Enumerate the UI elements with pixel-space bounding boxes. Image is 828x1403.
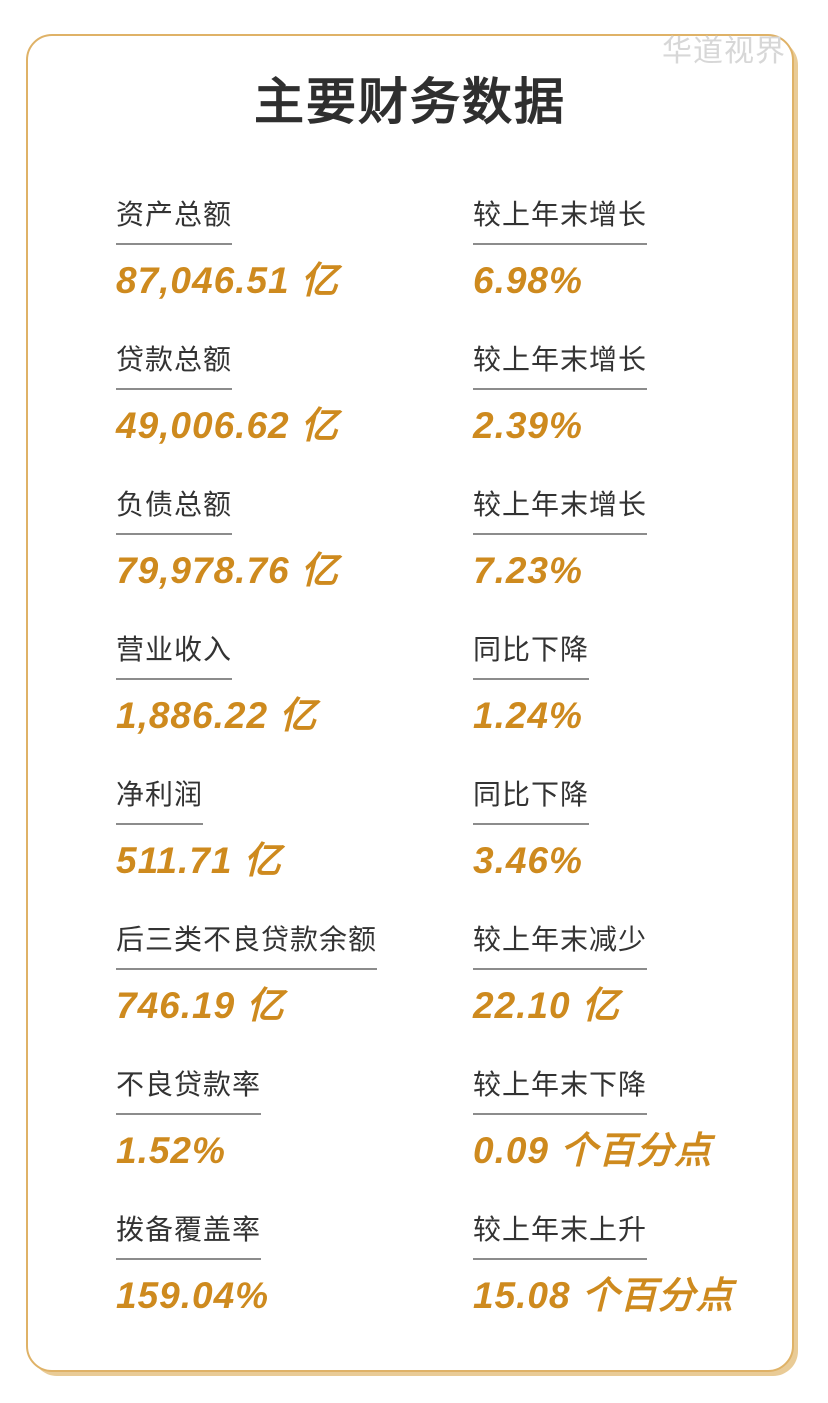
- change-label: 较上年末下降: [473, 1068, 648, 1115]
- change-label: 较上年末上升: [473, 1213, 648, 1260]
- change-value: 22.10 亿: [473, 985, 620, 1026]
- metric-value: 746.19 亿: [116, 985, 285, 1026]
- metric-value: 1.52%: [116, 1130, 226, 1171]
- change-label: 较上年末减少: [473, 923, 648, 970]
- page-title: 主要财务数据: [254, 74, 566, 130]
- metric-row-provision-coverage: 拨备覆盖率 159.04% 较上年末上升 15.08 个百分点: [116, 1213, 762, 1317]
- metrics-list: 资产总额 87,046.51 亿 较上年末增长 6.98% 贷款总额 49,00…: [28, 198, 792, 1317]
- metric-row-net-profit: 净利润 511.71 亿 同比下降 3.46%: [116, 778, 762, 882]
- metric-value: 511.71 亿: [116, 840, 282, 881]
- metric-cell: 负债总额 79,978.76 亿: [116, 488, 473, 592]
- metric-row-total-assets: 资产总额 87,046.51 亿 较上年末增长 6.98%: [116, 198, 762, 302]
- metric-label: 净利润: [116, 778, 204, 825]
- watermark: 华道视界: [662, 35, 786, 68]
- change-cell: 较上年末下降 0.09 个百分点: [473, 1068, 762, 1172]
- change-cell: 较上年末增长 6.98%: [473, 198, 762, 302]
- metric-value: 1,886.22 亿: [116, 695, 318, 736]
- change-label: 较上年末增长: [473, 198, 648, 245]
- change-label: 较上年末增长: [473, 343, 648, 390]
- metric-cell: 不良贷款率 1.52%: [116, 1068, 473, 1172]
- change-cell: 较上年末上升 15.08 个百分点: [473, 1213, 762, 1317]
- change-label: 较上年末增长: [473, 488, 648, 535]
- change-cell: 较上年末减少 22.10 亿: [473, 923, 762, 1027]
- change-label: 同比下降: [473, 633, 590, 680]
- metric-cell: 资产总额 87,046.51 亿: [116, 198, 473, 302]
- metric-label: 负债总额: [116, 488, 233, 535]
- change-cell: 较上年末增长 7.23%: [473, 488, 762, 592]
- metric-row-total-loans: 贷款总额 49,006.62 亿 较上年末增长 2.39%: [116, 343, 762, 447]
- metric-cell: 净利润 511.71 亿: [116, 778, 473, 882]
- metric-cell: 贷款总额 49,006.62 亿: [116, 343, 473, 447]
- financial-data-card: 主要财务数据 资产总额 87,046.51 亿 较上年末增长 6.98% 贷款总…: [26, 34, 794, 1372]
- change-label: 同比下降: [473, 778, 590, 825]
- change-cell: 同比下降 1.24%: [473, 633, 762, 737]
- metric-value: 79,978.76 亿: [116, 550, 339, 591]
- metric-label: 资产总额: [116, 198, 233, 245]
- metric-label: 贷款总额: [116, 343, 233, 390]
- change-value: 2.39%: [473, 405, 583, 446]
- metric-label: 后三类不良贷款余额: [116, 923, 378, 970]
- metric-value: 49,006.62 亿: [116, 405, 339, 446]
- metric-row-npl-ratio: 不良贷款率 1.52% 较上年末下降 0.09 个百分点: [116, 1068, 762, 1172]
- metric-cell: 后三类不良贷款余额 746.19 亿: [116, 923, 473, 1027]
- metric-value: 87,046.51 亿: [116, 260, 339, 301]
- metric-value: 159.04%: [116, 1275, 270, 1316]
- metric-cell: 拨备覆盖率 159.04%: [116, 1213, 473, 1317]
- metric-label: 营业收入: [116, 633, 233, 680]
- change-value: 3.46%: [473, 840, 583, 881]
- metric-row-total-liabilities: 负债总额 79,978.76 亿 较上年末增长 7.23%: [116, 488, 762, 592]
- metric-label: 拨备覆盖率: [116, 1213, 262, 1260]
- metric-cell: 营业收入 1,886.22 亿: [116, 633, 473, 737]
- metric-label: 不良贷款率: [116, 1068, 262, 1115]
- change-value: 6.98%: [473, 260, 583, 301]
- metric-row-operating-income: 营业收入 1,886.22 亿 同比下降 1.24%: [116, 633, 762, 737]
- change-value: 0.09 个百分点: [473, 1130, 713, 1171]
- change-cell: 同比下降 3.46%: [473, 778, 762, 882]
- change-value: 1.24%: [473, 695, 583, 736]
- change-value: 7.23%: [473, 550, 583, 591]
- change-value: 15.08 个百分点: [473, 1275, 734, 1316]
- change-cell: 较上年末增长 2.39%: [473, 343, 762, 447]
- metric-row-npl-balance: 后三类不良贷款余额 746.19 亿 较上年末减少 22.10 亿: [116, 923, 762, 1027]
